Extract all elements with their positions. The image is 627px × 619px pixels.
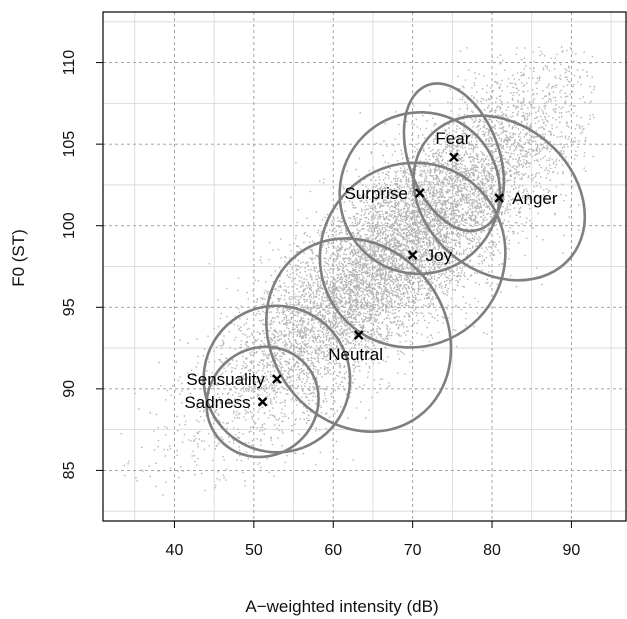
x-tick-label: 60 (324, 542, 342, 559)
ellipse-sadness (205, 345, 320, 459)
y-axis-title: F0 (ST) (9, 229, 28, 287)
x-axis-ticks: 40 50 60 70 80 90 (166, 521, 581, 559)
point-cloud (120, 46, 596, 496)
x-tick-label: 80 (483, 542, 501, 559)
marker-joy (407, 250, 418, 260)
label-sensuality: Sensuality (186, 370, 265, 389)
ellipse-anger (412, 114, 587, 282)
marker-fear (449, 152, 459, 163)
y-tick-label: 100 (61, 212, 78, 239)
y-tick-label: 95 (61, 298, 78, 316)
label-surprise: Surprise (344, 184, 407, 203)
x-tick-label: 90 (563, 542, 581, 559)
x-axis-title: A−weighted intensity (dB) (245, 597, 438, 616)
emotion-ellipses (202, 82, 587, 459)
point-cloud-dots (120, 46, 596, 496)
marker-anger (494, 193, 505, 203)
ellipse-joy (318, 161, 507, 349)
plot-frame (102, 11, 627, 522)
label-neutral: Neutral (328, 345, 383, 364)
marker-surprise (414, 188, 425, 198)
marker-sensuality (272, 374, 282, 384)
x-tick-label: 40 (166, 542, 184, 559)
emotion-markers (257, 152, 505, 407)
ellipse-surprise (338, 110, 502, 276)
y-tick-label: 105 (61, 131, 78, 158)
emotion-labels: Fear Surprise Anger Joy Neutral Sensuality Sad… (184, 129, 557, 412)
marker-neutral (353, 330, 364, 340)
y-tick-label: 90 (61, 380, 78, 398)
ellipse-neutral (265, 237, 453, 433)
marker-sadness (257, 397, 268, 407)
x-tick-label: 70 (404, 542, 422, 559)
label-anger: Anger (512, 189, 558, 208)
ellipse-sensuality (202, 304, 352, 454)
y-axis-ticks: 85 90 95 100 105 110 (61, 50, 103, 479)
ellipse-fear (402, 82, 506, 233)
label-fear: Fear (435, 129, 470, 148)
y-tick-label: 110 (61, 50, 78, 76)
y-tick-label: 85 (61, 461, 78, 479)
x-tick-label: 50 (245, 542, 263, 559)
label-sadness: Sadness (184, 393, 250, 412)
label-joy: Joy (426, 246, 453, 265)
